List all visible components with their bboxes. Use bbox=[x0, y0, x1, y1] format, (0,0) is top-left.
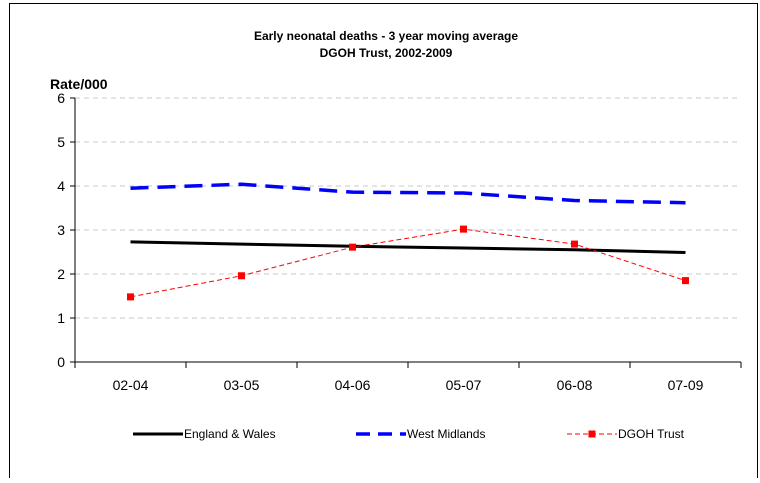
series-point-2 bbox=[127, 293, 134, 301]
series-line-0 bbox=[130, 240, 686, 254]
series-point-2 bbox=[571, 240, 578, 248]
series-line-1 bbox=[130, 182, 686, 205]
y-tick-label: 3 bbox=[57, 222, 65, 238]
x-tick-label: 06-08 bbox=[557, 377, 593, 393]
x-tick-label: 05-07 bbox=[446, 377, 482, 393]
series-line-2 bbox=[130, 228, 686, 298]
series-point-2 bbox=[682, 277, 689, 285]
chart-title-line2: DGOH Trust, 2002-2009 bbox=[320, 46, 453, 60]
y-tick-label: 2 bbox=[57, 266, 65, 282]
legend-marker-2 bbox=[588, 430, 596, 438]
chart-title-line1: Early neonatal deaths - 3 year moving av… bbox=[254, 29, 518, 43]
y-tick-label: 1 bbox=[57, 310, 65, 326]
x-tick-label: 02-04 bbox=[113, 377, 149, 393]
chart-border bbox=[9, 3, 758, 483]
x-tick-label: 03-05 bbox=[224, 377, 260, 393]
x-tick-label: 07-09 bbox=[668, 377, 704, 393]
y-tick-label: 4 bbox=[57, 178, 65, 194]
x-tick-label: 04-06 bbox=[335, 377, 371, 393]
y-axis-label: Rate/000 bbox=[50, 76, 108, 92]
legend-label-2: DGOH Trust bbox=[618, 427, 685, 441]
y-tick-label: 0 bbox=[57, 354, 65, 370]
series-point-2 bbox=[460, 225, 467, 233]
y-tick-label: 6 bbox=[57, 90, 65, 106]
legend-label-0: England & Wales bbox=[184, 427, 276, 441]
legend-label-1: West Midlands bbox=[407, 427, 485, 441]
series-point-2 bbox=[349, 243, 356, 251]
series-point-2 bbox=[238, 272, 245, 280]
y-tick-label: 5 bbox=[57, 134, 65, 150]
